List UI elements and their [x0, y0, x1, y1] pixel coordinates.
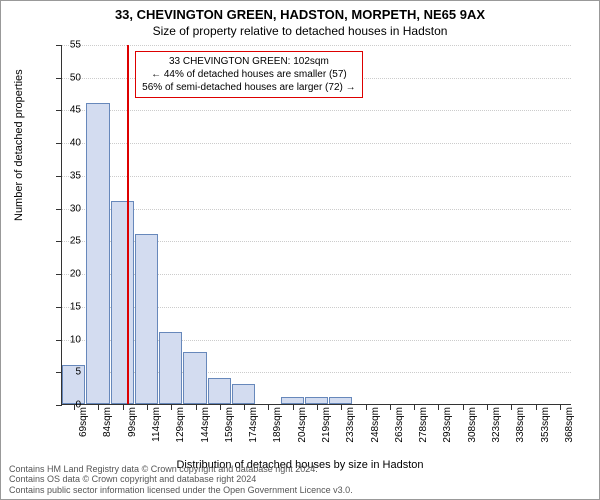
x-tick-label: 84sqm — [102, 407, 113, 447]
x-tick — [414, 404, 415, 410]
x-tick — [560, 404, 561, 410]
x-tick — [171, 404, 172, 410]
x-tick-label: 293sqm — [442, 407, 453, 447]
footer-line2: Contains OS data © Crown copyright and d… — [9, 474, 353, 485]
y-tick-label: 30 — [51, 203, 81, 214]
plot-area: 69sqm84sqm99sqm114sqm129sqm144sqm159sqm1… — [61, 45, 571, 405]
y-tick-label: 20 — [51, 269, 81, 280]
title-main: 33, CHEVINGTON GREEN, HADSTON, MORPETH, … — [1, 7, 599, 22]
histogram-bar — [232, 384, 255, 404]
reference-line — [127, 45, 129, 404]
histogram-bar — [159, 332, 182, 404]
x-tick-label: 248sqm — [370, 407, 381, 447]
footer-line1: Contains HM Land Registry data © Crown c… — [9, 464, 353, 475]
histogram-bar — [208, 378, 231, 404]
x-tick — [390, 404, 391, 410]
x-tick — [244, 404, 245, 410]
x-tick-label: 353sqm — [540, 407, 551, 447]
x-tick — [147, 404, 148, 410]
x-tick — [220, 404, 221, 410]
y-tick-label: 40 — [51, 138, 81, 149]
y-tick-label: 10 — [51, 334, 81, 345]
x-tick-label: 174sqm — [248, 407, 259, 447]
histogram-bar — [86, 103, 109, 404]
grid-line — [62, 143, 571, 144]
histogram-bar — [183, 352, 206, 404]
footer-text: Contains HM Land Registry data © Crown c… — [9, 464, 353, 496]
x-tick — [293, 404, 294, 410]
x-tick-label: 263sqm — [394, 407, 405, 447]
x-tick — [366, 404, 367, 410]
x-tick-label: 233sqm — [345, 407, 356, 447]
callout-line2: ← 44% of detached houses are smaller (57… — [142, 68, 355, 81]
x-tick-label: 99sqm — [127, 407, 138, 447]
x-tick-label: 189sqm — [272, 407, 283, 447]
y-tick-label: 15 — [51, 301, 81, 312]
x-tick-label: 308sqm — [467, 407, 478, 447]
x-tick — [438, 404, 439, 410]
y-tick-label: 45 — [51, 105, 81, 116]
footer-line3: Contains public sector information licen… — [9, 485, 353, 496]
x-tick-label: 159sqm — [224, 407, 235, 447]
x-tick-label: 114sqm — [151, 407, 162, 447]
y-tick-label: 35 — [51, 170, 81, 181]
x-tick — [511, 404, 512, 410]
callout-line1: 33 CHEVINGTON GREEN: 102sqm — [142, 55, 355, 68]
title-sub: Size of property relative to detached ho… — [1, 24, 599, 38]
y-tick-label: 55 — [51, 40, 81, 51]
x-tick-label: 69sqm — [78, 407, 89, 447]
x-tick — [341, 404, 342, 410]
y-tick-label: 5 — [51, 367, 81, 378]
y-tick-label: 50 — [51, 72, 81, 83]
x-tick-label: 278sqm — [418, 407, 429, 447]
x-tick — [268, 404, 269, 410]
grid-line — [62, 45, 571, 46]
x-tick — [487, 404, 488, 410]
grid-line — [62, 209, 571, 210]
x-tick-label: 219sqm — [321, 407, 332, 447]
x-tick — [536, 404, 537, 410]
grid-line — [62, 110, 571, 111]
histogram-bar — [111, 201, 134, 404]
x-tick-label: 323sqm — [491, 407, 502, 447]
x-tick-label: 368sqm — [564, 407, 575, 447]
chart-container: 33, CHEVINGTON GREEN, HADSTON, MORPETH, … — [0, 0, 600, 500]
x-tick — [123, 404, 124, 410]
x-tick — [196, 404, 197, 410]
x-tick-label: 204sqm — [297, 407, 308, 447]
y-tick-label: 0 — [51, 400, 81, 411]
y-tick-label: 25 — [51, 236, 81, 247]
x-tick-label: 144sqm — [200, 407, 211, 447]
histogram-bar — [135, 234, 158, 404]
x-tick — [463, 404, 464, 410]
callout-box: 33 CHEVINGTON GREEN: 102sqm← 44% of deta… — [135, 51, 362, 98]
y-axis-title: Number of detached properties — [13, 69, 25, 221]
x-tick-label: 338sqm — [515, 407, 526, 447]
x-tick — [98, 404, 99, 410]
x-tick-label: 129sqm — [175, 407, 186, 447]
x-tick — [317, 404, 318, 410]
grid-line — [62, 176, 571, 177]
callout-line3: 56% of semi-detached houses are larger (… — [142, 81, 355, 94]
